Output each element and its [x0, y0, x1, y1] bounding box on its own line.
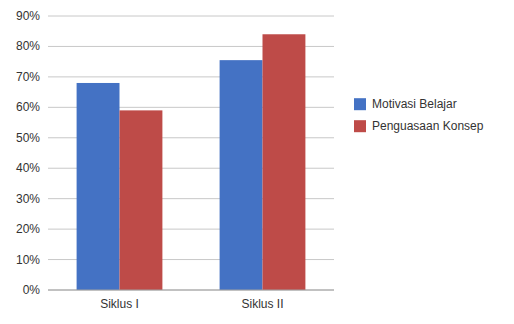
y-axis: 0% 10% 20% 30% 40% 50% 60% 70% 80% 90% — [16, 9, 334, 297]
y-tick-label: 30% — [16, 192, 40, 206]
x-axis-line — [48, 290, 334, 291]
legend-swatch — [354, 98, 366, 110]
x-tick-label: Siklus I — [100, 297, 139, 311]
grid-line — [48, 16, 334, 17]
y-tick-label: 90% — [16, 9, 40, 23]
bar — [77, 83, 120, 290]
legend-label: Penguasaan Konsep — [372, 119, 484, 133]
legend: Motivasi Belajar Penguasaan Konsep — [354, 97, 484, 133]
y-tick-label: 20% — [16, 222, 40, 236]
y-tick-label: 0% — [23, 283, 41, 297]
bar — [120, 110, 163, 290]
chart-container: 0%10%20%30%40%50%60%70%80%90%Siklus ISik… — [0, 0, 514, 324]
y-tick-label: 60% — [16, 100, 40, 114]
x-axis: Siklus I Siklus II — [48, 290, 334, 311]
y-tick-label: 70% — [16, 70, 40, 84]
grid-line — [48, 290, 334, 291]
x-tick-label: Siklus II — [241, 297, 283, 311]
legend-label: Motivasi Belajar — [372, 97, 457, 111]
y-tick-label: 40% — [16, 161, 40, 175]
legend-swatch — [354, 120, 366, 132]
bar — [263, 34, 306, 290]
bars — [77, 34, 306, 290]
y-tick-label: 50% — [16, 131, 40, 145]
bar — [220, 60, 263, 290]
y-tick-label: 10% — [16, 253, 40, 267]
chart: 0%10%20%30%40%50%60%70%80%90%Siklus ISik… — [0, 0, 514, 324]
y-tick-label: 80% — [16, 39, 40, 53]
